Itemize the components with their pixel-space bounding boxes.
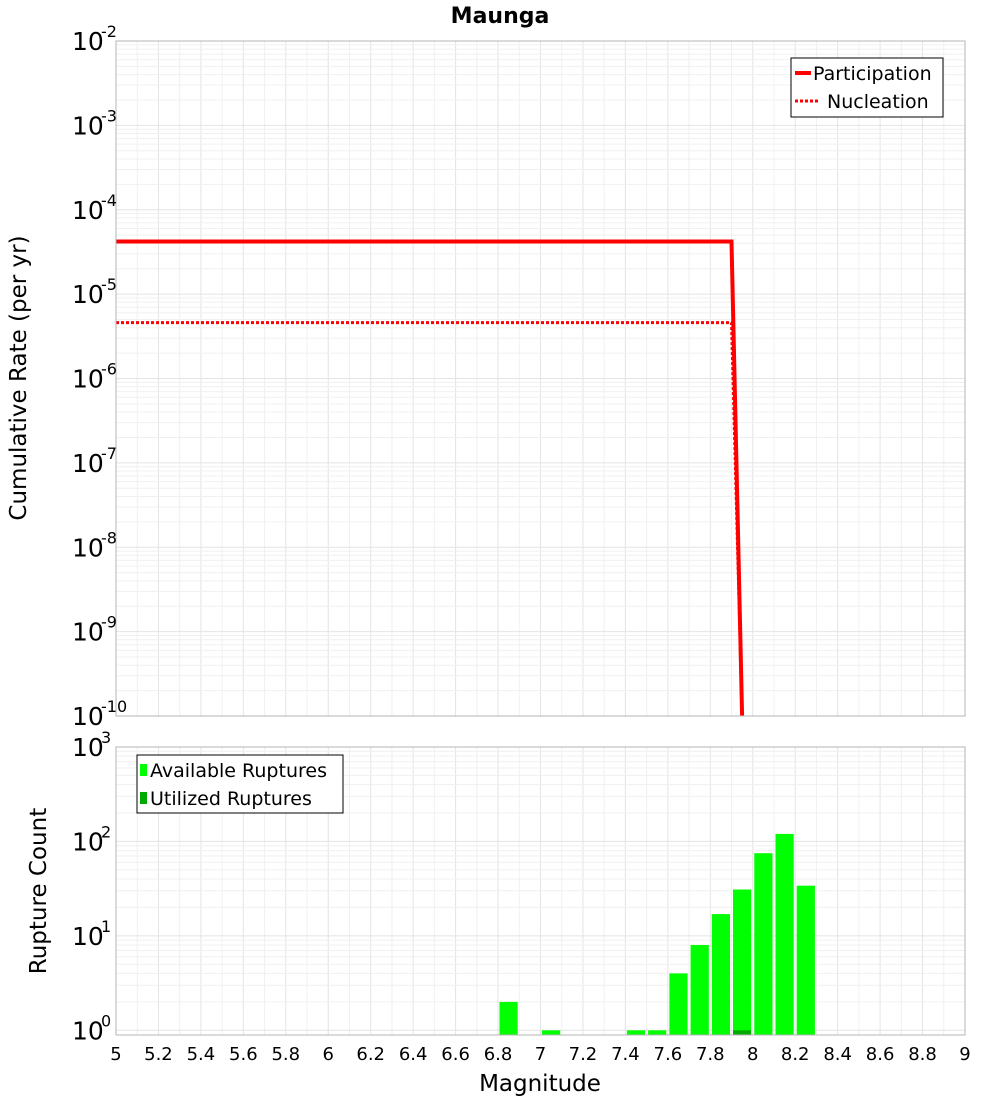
top-y-axis-label: Cumulative Rate (per yr)	[6, 235, 32, 520]
top-y-tick-exponent: -2	[101, 22, 117, 41]
available-rupture-bar	[690, 945, 709, 1035]
bottom-y-tick-base: 10	[72, 1016, 104, 1045]
top-legend: Participation Nucleation	[790, 57, 944, 118]
bottom-legend-box	[136, 754, 344, 814]
top-legend-box	[790, 57, 944, 118]
top-y-tick-exponent: -3	[101, 106, 117, 125]
legend-utilized-swatch	[140, 792, 147, 804]
nucleation-line	[116, 321, 744, 717]
bottom-y-tick-base: 10	[72, 733, 104, 762]
x-tick-label: 7.4	[611, 1044, 640, 1065]
available-rupture-bar	[499, 1001, 518, 1035]
legend-utilized-label: Utilized Ruptures	[150, 788, 312, 810]
bottom-y-tick-exponent: 1	[101, 917, 111, 936]
x-tick-label: 6.4	[399, 1044, 428, 1065]
x-tick-label: 6	[323, 1044, 334, 1065]
bottom-y-tick-base: 10	[72, 827, 104, 856]
legend-participation-label: Participation	[813, 63, 932, 85]
top-y-tick-exponent: -9	[101, 613, 117, 632]
top-y-tick-base: 10	[72, 365, 104, 394]
bottom-legend: Available Ruptures Utilized Ruptures	[136, 754, 344, 814]
top-plot-frame	[115, 40, 966, 717]
available-rupture-bar	[542, 1030, 561, 1035]
bottom-y-tick-exponent: 2	[101, 822, 111, 841]
x-tick-label: 9	[959, 1044, 970, 1065]
bottom-y-tick-exponent: 3	[101, 728, 111, 747]
available-rupture-bar	[733, 889, 752, 1035]
top-y-tick-exponent: -10	[101, 697, 127, 716]
bottom-bars	[499, 833, 815, 1035]
chart-title: Maunga	[451, 4, 550, 29]
available-rupture-bar	[796, 885, 815, 1035]
bottom-plot-frame	[115, 746, 966, 1036]
available-rupture-bar	[648, 1030, 667, 1035]
legend-available-label: Available Ruptures	[150, 760, 327, 782]
top-y-tick-base: 10	[72, 449, 104, 478]
top-y-tick-exponent: -7	[101, 444, 117, 463]
top-series	[116, 239, 745, 717]
top-y-tick-base: 10	[72, 280, 104, 309]
x-tick-label: 7	[535, 1044, 546, 1065]
top-y-tick-exponent: -6	[101, 360, 117, 379]
x-tick-label: 7.8	[696, 1044, 725, 1065]
available-rupture-bar	[626, 1030, 646, 1035]
x-tick-label: 6.8	[484, 1044, 513, 1065]
top-y-tick-base: 10	[72, 533, 104, 562]
top-y-tick-base: 10	[72, 702, 104, 731]
top-y-tick-exponent: -8	[101, 528, 117, 547]
x-tick-label: 8.6	[866, 1044, 895, 1065]
x-tick-label: 7.6	[654, 1044, 683, 1065]
bottom-y-tick-exponent: 0	[101, 1011, 111, 1030]
x-tick-label: 8	[747, 1044, 758, 1065]
top-y-tick-exponent: -5	[101, 275, 117, 294]
top-y-tick-exponent: -4	[101, 191, 117, 210]
available-rupture-bar	[711, 914, 730, 1035]
x-tick-label: 5.4	[187, 1044, 216, 1065]
utilized-rupture-bar	[733, 1030, 752, 1035]
top-grid	[115, 41, 966, 717]
x-tick-label: 7.2	[569, 1044, 598, 1065]
x-tick-label: 5	[110, 1044, 121, 1065]
x-tick-label: 5.8	[271, 1044, 300, 1065]
x-axis-label: Magnitude	[479, 1071, 601, 1097]
legend-available-swatch	[140, 764, 147, 776]
x-tick-label: 8.8	[908, 1044, 937, 1065]
top-y-tick-base: 10	[72, 618, 104, 647]
x-tick-label: 6.6	[441, 1044, 470, 1065]
available-rupture-bar	[669, 973, 688, 1035]
x-tick-label: 8.4	[823, 1044, 852, 1065]
bottom-y-axis-label: Rupture Count	[26, 808, 52, 974]
top-y-tick-base: 10	[72, 27, 104, 56]
available-rupture-bar	[775, 833, 794, 1035]
x-tick-label: 6.2	[356, 1044, 385, 1065]
x-tick-label: 8.2	[781, 1044, 810, 1065]
top-y-tick-base: 10	[72, 111, 104, 140]
x-tick-label: 5.2	[144, 1044, 173, 1065]
legend-nucleation-label: Nucleation	[827, 91, 929, 113]
available-rupture-bar	[754, 853, 773, 1035]
x-tick-label: 5.6	[229, 1044, 258, 1065]
x-tick-labels: 5 5.2 5.4 5.6 5.8 6 6.2 6.4 6.6 6.8 7 7.2 7.4 7.6 7.8 8…	[110, 1044, 970, 1065]
top-y-tick-base: 10	[72, 196, 104, 225]
bottom-y-tick-base: 10	[72, 922, 104, 951]
